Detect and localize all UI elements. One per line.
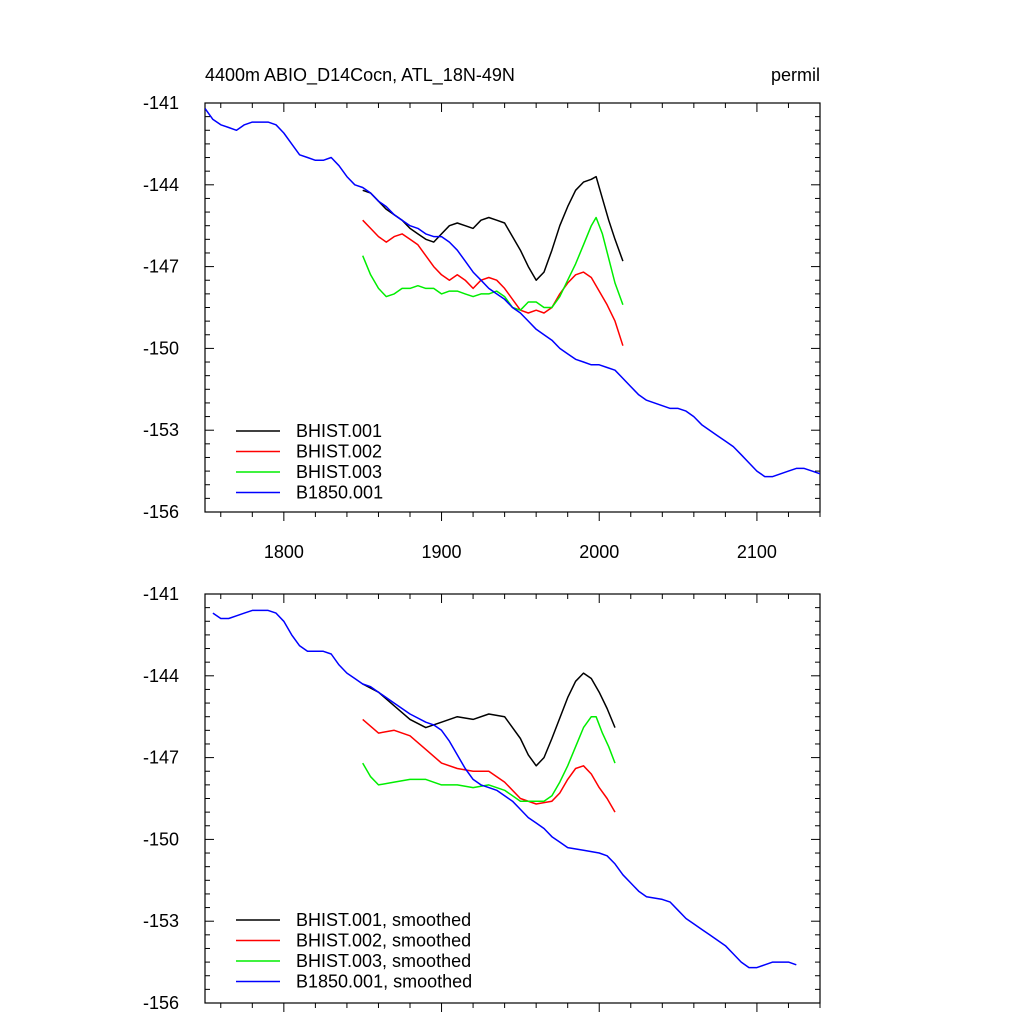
legend-label: BHIST.001: [296, 421, 382, 441]
y-tick-label: -147: [143, 257, 179, 277]
y-tick-label: -144: [143, 666, 179, 686]
series-line-bhist-003: [362, 216, 624, 311]
y-tick-label: -153: [143, 420, 179, 440]
series-line-bhist-002-smoothed: [362, 718, 616, 813]
x-tick-label: 1800: [264, 542, 304, 562]
series-line-b1850-001: [205, 108, 820, 478]
y-tick-label: -150: [143, 338, 179, 358]
chart-title: 4400m ABIO_D14Cocn, ATL_18N-49N: [205, 65, 515, 86]
y-tick-label: -141: [143, 584, 179, 604]
x-tick-label: 2000: [579, 542, 619, 562]
legend-label: B1850.001: [296, 483, 383, 503]
legend-label: BHIST.003, smoothed: [296, 951, 471, 971]
y-tick-label: -153: [143, 911, 179, 931]
y-tick-label: -147: [143, 748, 179, 768]
y-tick-label: -141: [143, 93, 179, 113]
legend-label: BHIST.002, smoothed: [296, 931, 471, 951]
x-tick-label: 1900: [422, 542, 462, 562]
legend-label: BHIST.002: [296, 442, 382, 462]
x-tick-label: 2100: [737, 542, 777, 562]
series-line-bhist-002: [362, 219, 624, 346]
series-line-bhist-003-smoothed: [362, 715, 616, 802]
series-line-b1850-001-smoothed: [212, 609, 797, 969]
y-tick-label: -144: [143, 175, 179, 195]
legend-label: B1850.001, smoothed: [296, 972, 472, 992]
legend-label: BHIST.003: [296, 462, 382, 482]
y-tick-label: -156: [143, 993, 179, 1013]
units-label: permil: [771, 65, 820, 85]
top-panel: -141 -144 -147 -150 -153 -156 1800 1900 2000 2100…: [143, 65, 821, 562]
series-line-bhist-001: [362, 175, 624, 281]
legend-label: BHIST.001, smoothed: [296, 910, 471, 930]
series-line-bhist-001-smoothed: [362, 672, 616, 767]
bottom-panel: -141 -144 -147 -150 -153 -156 BHIST.001, smoot…: [143, 584, 821, 1013]
y-tick-label: -150: [143, 829, 179, 849]
y-tick-label: -156: [143, 502, 179, 522]
